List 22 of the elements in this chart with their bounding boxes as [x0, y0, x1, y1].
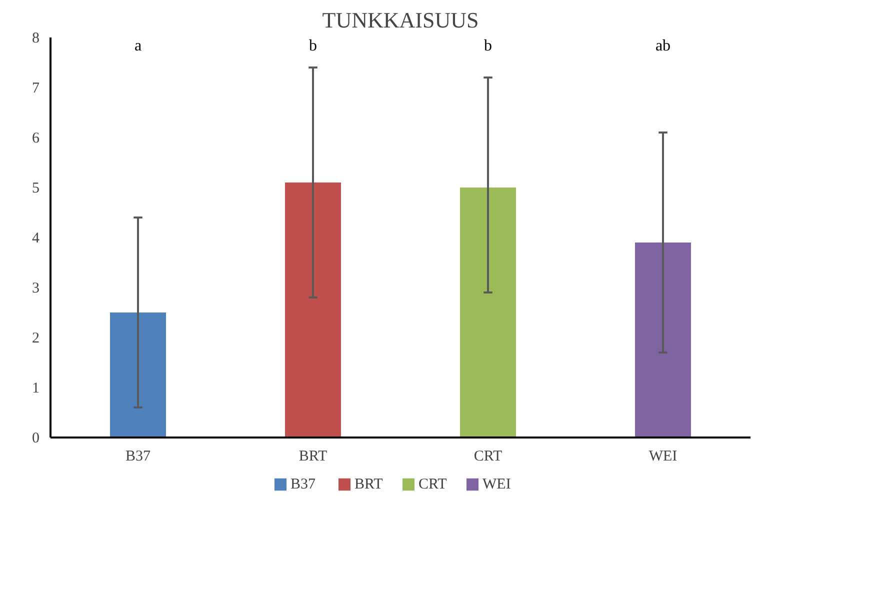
annotation: b — [309, 38, 317, 54]
chart-title: TUNKKAISUUS — [322, 8, 479, 32]
x-tick-label: BRT — [298, 448, 328, 464]
y-tick-label: 0 — [32, 430, 40, 446]
y-tick-label: 2 — [32, 330, 40, 346]
y-tick-label: 5 — [32, 180, 40, 196]
y-tick-label: 1 — [32, 380, 40, 396]
annotation: b — [484, 38, 492, 54]
y-tick-label: 4 — [32, 230, 40, 246]
y-tick-label: 3 — [32, 280, 40, 296]
legend-label: CRT — [418, 476, 447, 492]
legend-label: WEI — [482, 476, 511, 492]
legend-label: B37 — [290, 476, 316, 492]
x-tick-label: WEI — [648, 448, 678, 464]
annotation: a — [134, 38, 142, 54]
x-tick-label: CRT — [474, 448, 502, 464]
annotation: ab — [655, 38, 671, 54]
legend-label: BRT — [354, 476, 383, 492]
y-tick-label: 6 — [32, 130, 40, 146]
x-tick-label: B37 — [126, 448, 151, 464]
y-tick-label: 7 — [32, 80, 40, 96]
y-tick-label: 8 — [32, 30, 40, 46]
